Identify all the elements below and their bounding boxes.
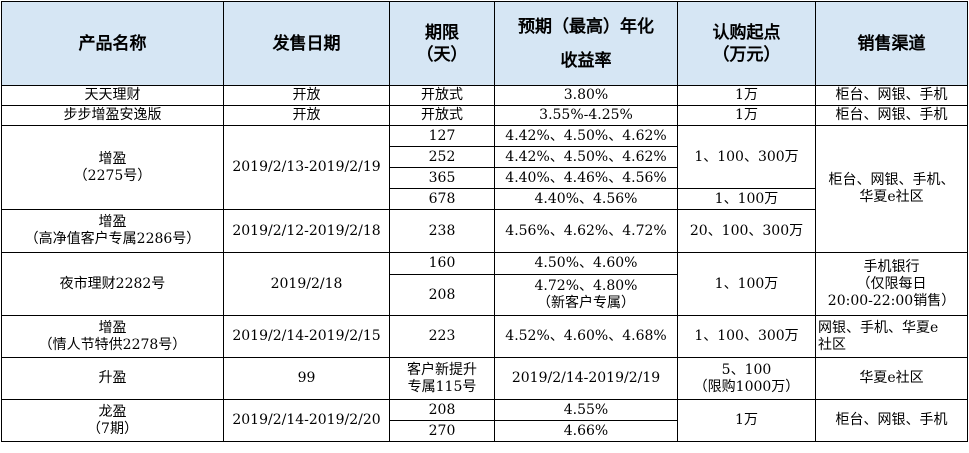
header-min-purchase: 认购起点 （万元） bbox=[677, 1, 816, 86]
table-row: 龙盈 （7期） 2019/2/14-2019/2/20 208 4.55% 1万 … bbox=[1, 399, 968, 442]
cell-yield: 4.42%、4.50%、4.62% bbox=[494, 146, 678, 168]
cell-term: 160 bbox=[389, 252, 495, 275]
wealth-product-table: 产品名称 发售日期 期限 （天） 预期（最高）年化 收益率 认购起点 （万元） 销售渠… bbox=[1, 1, 968, 442]
header-product-name: 产品名称 bbox=[1, 1, 224, 86]
cell-date: 2019/2/14-2019/2/15 bbox=[223, 315, 390, 358]
cell-term: 127 bbox=[389, 125, 495, 147]
cell-min: 20、100、300万 bbox=[677, 209, 816, 253]
header-row: 产品名称 发售日期 期限 （天） 预期（最高）年化 收益率 认购起点 （万元） 销售渠… bbox=[1, 1, 968, 86]
cell-name: 夜市理财2282号 bbox=[1, 252, 224, 316]
cell-channel: 柜台、网银、手机 bbox=[815, 85, 968, 106]
cell-min: 1、100、300万 bbox=[677, 125, 816, 189]
table-row: 升盈 99 客户新提升 专属115号 2019/2/14-2019/2/19 5、… bbox=[1, 357, 968, 400]
cell-yield: 3.55%-4.25% bbox=[494, 105, 678, 126]
cell-yield: 3.80% bbox=[494, 85, 678, 106]
table-row: 步步增盈安逸版 开放 开放式 3.55%-4.25% 1万 柜台、网银、手机 bbox=[1, 105, 968, 126]
table-row: 增盈 （2275号） 2019/2/13-2019/2/19 127 4.42%、… bbox=[1, 125, 968, 253]
cell-term: 208 bbox=[389, 274, 495, 316]
cell-yield: 4.52%、4.60%、4.68% bbox=[494, 315, 678, 358]
cell-yield: 4.40%、4.46%、4.56% bbox=[494, 167, 678, 189]
cell-date: 开放 bbox=[223, 85, 390, 106]
cell-term: 365 bbox=[389, 167, 495, 189]
table-row: 夜市理财2282号 2019/2/18 160 4.50%、4.60% 1、10… bbox=[1, 252, 968, 316]
product-table-container: 产品名称 发售日期 期限 （天） 预期（最高）年化 收益率 认购起点 （万元） 销售渠… bbox=[1, 1, 968, 442]
cell-date: 99 bbox=[223, 357, 390, 400]
header-term: 期限 （天） bbox=[389, 1, 495, 86]
cell-name: 龙盈 （7期） bbox=[1, 399, 224, 442]
cell-min: 1、100、300万 bbox=[677, 315, 816, 358]
cell-name: 增盈 （2275号） bbox=[1, 125, 224, 210]
table-row: 270 4.66% bbox=[2, 420, 968, 442]
cell-min: 1万 bbox=[677, 105, 816, 126]
cell-yield: 4.56%、4.62%、4.72% bbox=[494, 209, 678, 253]
header-yield: 预期（最高）年化 收益率 bbox=[494, 1, 678, 86]
cell-channel: 柜台、网银、手机 bbox=[815, 399, 968, 442]
cell-channel: 网银、手机、华夏e 社区 bbox=[815, 315, 968, 358]
cell-date: 2019/2/13-2019/2/19 bbox=[223, 125, 390, 210]
cell-yield: 4.40%、4.56% bbox=[494, 188, 678, 210]
cell-term: 客户新提升 专属115号 bbox=[389, 357, 495, 400]
cell-yield: 2019/2/14-2019/2/19 bbox=[494, 357, 678, 400]
cell-date: 2019/2/18 bbox=[223, 252, 390, 316]
cell-yield: 4.42%、4.50%、4.62% bbox=[494, 125, 678, 147]
cell-date: 开放 bbox=[223, 105, 390, 126]
cell-date: 2019/2/14-2019/2/20 bbox=[223, 399, 390, 442]
cell-channel: 柜台、网银、手机 bbox=[815, 105, 968, 126]
cell-yield: 4.72%、4.80% （新客户专属） bbox=[494, 274, 678, 316]
cell-min: 1万 bbox=[677, 85, 816, 106]
cell-channel: 柜台、网银、手机、 华夏e社区 bbox=[815, 125, 968, 253]
cell-name: 步步增盈安逸版 bbox=[1, 105, 224, 126]
cell-term: 270 bbox=[389, 420, 495, 442]
cell-term: 开放式 bbox=[389, 105, 495, 126]
header-sale-date: 发售日期 bbox=[223, 1, 390, 86]
cell-min: 5、100 （限购1000万） bbox=[677, 357, 816, 400]
cell-date: 2019/2/12-2019/2/18 bbox=[223, 209, 390, 253]
table-row: 208 4.72%、4.80% （新客户专属） bbox=[2, 274, 968, 316]
cell-yield: 4.55% bbox=[494, 399, 678, 421]
cell-name: 天天理财 bbox=[1, 85, 224, 106]
cell-term: 开放式 bbox=[389, 85, 495, 106]
header-sales-channel: 销售渠道 bbox=[815, 1, 968, 86]
cell-term: 678 bbox=[389, 188, 495, 210]
table-row: 增盈 （高净值客户专属2286号） 2019/2/12-2019/2/18 238… bbox=[1, 209, 968, 253]
cell-channel: 手机银行 （仅限每日 20:00-22:00销售） bbox=[815, 252, 968, 316]
cell-min: 1、100万 bbox=[677, 252, 816, 316]
cell-yield: 4.50%、4.60% bbox=[494, 252, 678, 275]
table-row: 天天理财 开放 开放式 3.80% 1万 柜台、网银、手机 bbox=[1, 85, 968, 106]
cell-term: 238 bbox=[389, 209, 495, 253]
table-row: 增盈 （情人节特供2278号） 2019/2/14-2019/2/15 223 4… bbox=[1, 315, 968, 358]
cell-channel: 华夏e社区 bbox=[815, 357, 968, 400]
cell-yield: 4.66% bbox=[494, 420, 678, 442]
cell-term: 223 bbox=[389, 315, 495, 358]
cell-name: 增盈 （情人节特供2278号） bbox=[1, 315, 224, 358]
cell-name: 增盈 （高净值客户专属2286号） bbox=[1, 209, 224, 253]
cell-term: 252 bbox=[389, 146, 495, 168]
cell-term: 208 bbox=[389, 399, 495, 421]
cell-min: 1、100万 bbox=[677, 188, 816, 210]
cell-min: 1万 bbox=[677, 399, 816, 442]
cell-name: 升盈 bbox=[1, 357, 224, 400]
